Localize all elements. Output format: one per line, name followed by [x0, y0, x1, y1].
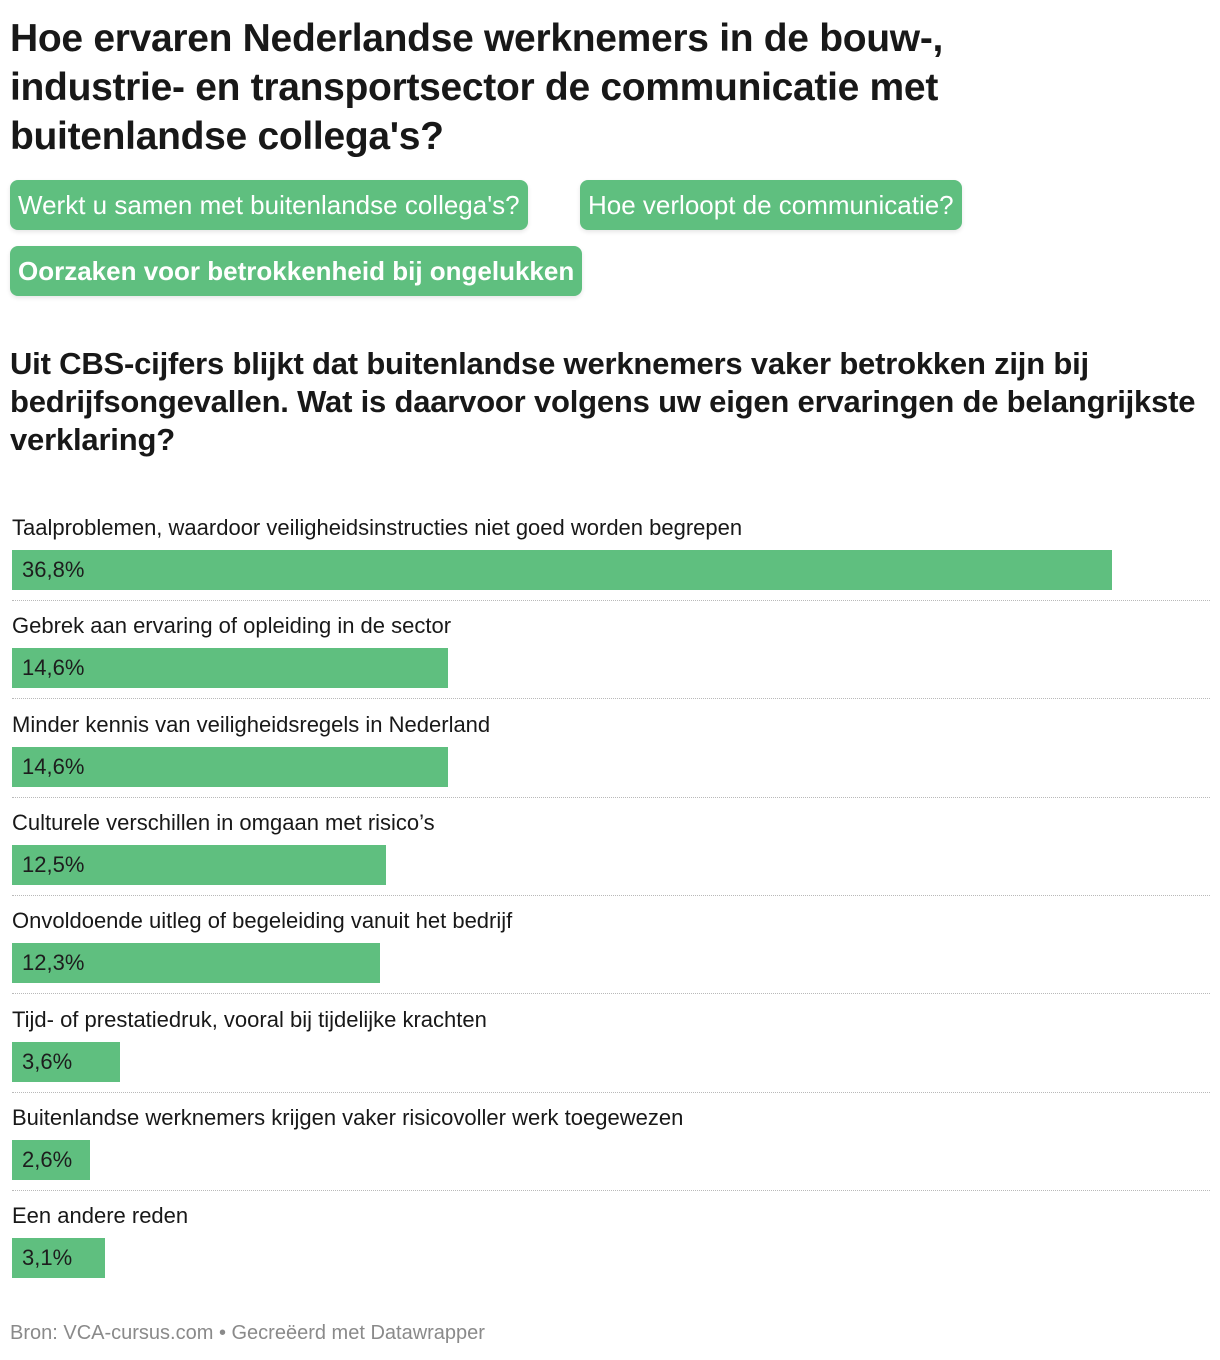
bar [12, 1139, 90, 1180]
bar [12, 746, 449, 787]
row-divider [12, 698, 1210, 700]
bar-row: Taalproblemen, waardoor veiligheidsinstr… [10, 508, 1210, 606]
bar-label: Een andere reden [12, 1203, 189, 1229]
bar-label: Onvoldoende uitleg of begeleiding vanuit… [12, 908, 513, 934]
chart-title: Uit CBS-cijfers blijkt dat buitenlandse … [10, 346, 1196, 457]
bar-value-label: 12,3% [22, 950, 85, 976]
bar-label: Tijd- of prestatiedruk, vooral bij tijde… [12, 1006, 487, 1032]
row-divider [12, 600, 1210, 601]
bar [12, 550, 1112, 590]
bar-label: Minder kennis van veiligheidsregels in N… [12, 711, 491, 737]
bar-value-label: 14,6% [22, 655, 85, 681]
bar-value-label: 3,6% [22, 1048, 73, 1074]
bar [12, 943, 380, 984]
bar [12, 648, 449, 689]
bar-value-label: 14,6% [22, 753, 85, 779]
row-divider [12, 796, 1210, 798]
tab-samenwerking[interactable]: Werkt u samen met buitenlandse collega's… [10, 180, 528, 230]
row-divider [12, 1091, 1210, 1093]
tab-communicatie[interactable]: Hoe verloopt de communicatie? [580, 180, 962, 230]
row-divider [12, 993, 1210, 995]
bar-row: Minder kennis van veiligheidsregels in N… [10, 705, 1210, 803]
tab-oorzaken[interactable]: Oorzaken voor betrokkenheid bij ongelukk… [10, 246, 583, 296]
source-footer: Bron: VCA-cursus.com • Gecreëerd met Dat… [10, 1322, 485, 1344]
row-divider [12, 1189, 1210, 1191]
bar-row: Een andere reden 3,1% [10, 1196, 1210, 1294]
bar-label: Buitenlandse werknemers krijgen vaker ri… [12, 1104, 684, 1130]
bar-row: Culturele verschillen in omgaan met risi… [10, 803, 1210, 901]
bar-label: Taalproblemen, waardoor veiligheidsinstr… [12, 515, 743, 540]
bar-value-label: 36,8% [22, 557, 85, 582]
bar-label: Culturele verschillen in omgaan met risi… [12, 809, 435, 835]
row-divider [12, 894, 1210, 896]
bar [12, 1238, 105, 1279]
bar-label: Gebrek aan ervaring of opleiding in de s… [12, 613, 452, 639]
bar [12, 844, 386, 885]
bar-value-label: 3,1% [22, 1245, 73, 1271]
bar-row: Gebrek aan ervaring of opleiding in de s… [10, 606, 1210, 704]
bar-value-label: 12,5% [22, 851, 85, 877]
bar-row: Onvoldoende uitleg of begeleiding vanuit… [10, 901, 1210, 999]
page-title: Hoe ervaren Nederlandse werknemers in de… [10, 17, 944, 158]
bar-value-label: 2,6% [22, 1146, 73, 1172]
bar [12, 1041, 120, 1082]
bar-row: Buitenlandse werknemers krijgen vaker ri… [10, 1098, 1210, 1196]
bar-row: Tijd- of prestatiedruk, vooral bij tijde… [10, 1000, 1210, 1098]
